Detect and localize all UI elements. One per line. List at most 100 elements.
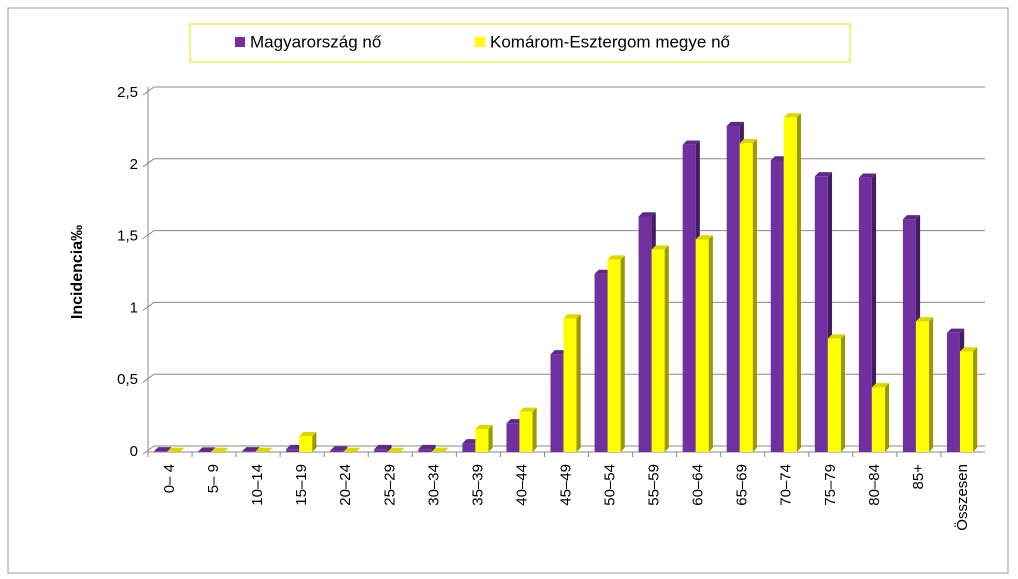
bar xyxy=(563,318,577,452)
y-tick-label: 0 xyxy=(130,443,138,460)
y-tick-label: 1,5 xyxy=(117,228,138,245)
bar-top xyxy=(506,419,524,424)
bar-side xyxy=(211,447,216,452)
bar-top xyxy=(550,350,568,355)
x-tick-label: 0– 4 xyxy=(161,464,178,493)
bar-side xyxy=(167,447,172,452)
y-tick-label: 2,5 xyxy=(117,84,138,101)
x-tick-label: 10–14 xyxy=(249,464,266,506)
legend-box xyxy=(189,23,851,63)
bar-side xyxy=(488,424,493,452)
bar xyxy=(739,143,753,452)
bar-top xyxy=(299,432,317,437)
x-tick-label: 5– 9 xyxy=(205,464,222,493)
x-tick-label: 75–79 xyxy=(822,464,839,506)
x-tick-label: 80–84 xyxy=(866,464,883,506)
bar-side xyxy=(312,432,317,452)
x-tick-label: 65–69 xyxy=(734,464,751,506)
grid-line xyxy=(142,86,985,96)
bar xyxy=(695,239,709,452)
bar xyxy=(299,436,313,452)
bar-top xyxy=(475,424,493,430)
bar-side xyxy=(928,317,934,452)
bar xyxy=(506,423,520,452)
bar xyxy=(858,177,872,452)
bar-side xyxy=(664,245,669,452)
legend-swatch xyxy=(475,37,485,47)
x-tick-label: Összesen xyxy=(953,464,971,531)
bar-side xyxy=(708,235,713,452)
bar-top xyxy=(827,334,846,339)
bar xyxy=(902,219,916,452)
y-axis-label: Incidencia‰ xyxy=(69,225,86,319)
bar xyxy=(651,249,665,452)
bar xyxy=(871,387,885,452)
bar-top xyxy=(915,317,934,322)
bar-top xyxy=(946,328,965,333)
bar-side xyxy=(972,347,978,452)
bar-top xyxy=(682,140,700,145)
bar-top xyxy=(330,446,348,451)
bar-top xyxy=(198,447,216,452)
bar-top xyxy=(858,173,877,178)
x-tick-label: 15–19 xyxy=(293,464,310,506)
bar xyxy=(638,216,652,452)
bar-top xyxy=(374,444,392,450)
bar-side xyxy=(840,334,846,452)
bar-top xyxy=(770,156,788,161)
bar-top xyxy=(739,139,757,144)
bar xyxy=(682,144,696,453)
bar-side xyxy=(620,255,625,452)
legend-label: Magyarország nő xyxy=(250,32,381,51)
bar xyxy=(462,443,476,452)
x-tick-label: 50–54 xyxy=(602,464,619,506)
x-tick-label: 85+ xyxy=(910,464,927,490)
x-tick-label: 55–59 xyxy=(646,464,663,506)
bar-top xyxy=(462,439,480,444)
bar-top xyxy=(871,383,890,388)
bar xyxy=(374,449,388,452)
bar-top xyxy=(286,444,304,450)
bar-top xyxy=(242,447,260,452)
bar xyxy=(915,321,929,452)
bar-top xyxy=(695,235,713,240)
bar xyxy=(475,429,489,452)
bar-top xyxy=(651,245,669,250)
bar-side xyxy=(387,444,392,452)
bar-top xyxy=(387,447,405,452)
bar-side xyxy=(532,407,537,452)
x-tick-label: 45–49 xyxy=(557,464,574,506)
bar xyxy=(286,449,300,452)
x-tick-label: 25–29 xyxy=(381,464,398,506)
bar-side xyxy=(431,444,436,452)
bar xyxy=(827,338,841,452)
bar-top xyxy=(167,447,185,452)
bar-top xyxy=(594,269,612,274)
bar-side xyxy=(255,447,260,452)
x-tick-label: 40–44 xyxy=(513,464,530,506)
bar-top xyxy=(607,255,625,260)
bar xyxy=(946,332,960,452)
bar xyxy=(959,351,973,452)
x-tick-label: 20–24 xyxy=(337,464,354,506)
bar-side xyxy=(343,446,348,452)
bar-top xyxy=(255,447,273,452)
bar xyxy=(607,259,621,452)
bar-side xyxy=(796,113,801,452)
legend-swatch xyxy=(235,37,245,47)
bar-top xyxy=(959,347,978,352)
x-tick-label: 35–39 xyxy=(469,464,486,506)
bar-side xyxy=(871,173,877,453)
bar xyxy=(594,273,608,452)
x-tick-label: 60–64 xyxy=(690,464,707,506)
bar-top xyxy=(563,314,581,319)
y-tick-label: 1 xyxy=(130,299,138,316)
bar xyxy=(418,449,432,452)
bar xyxy=(814,176,828,452)
grid-line xyxy=(142,158,985,168)
bar xyxy=(154,451,168,452)
bar-side xyxy=(752,139,757,452)
grid-line xyxy=(142,230,985,240)
bar xyxy=(242,451,256,452)
